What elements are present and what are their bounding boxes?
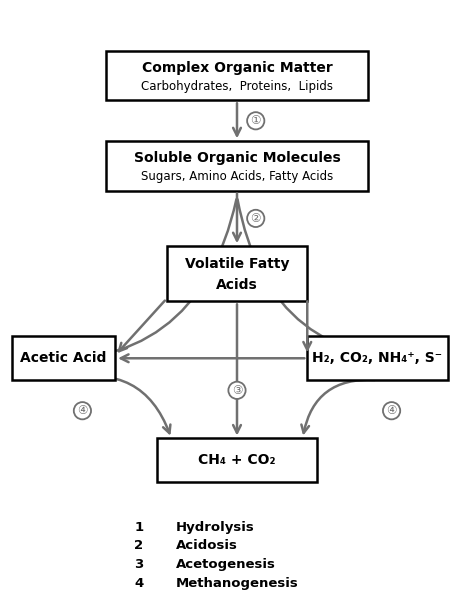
Text: Hydrolysis: Hydrolysis — [176, 521, 255, 534]
FancyArrowPatch shape — [303, 301, 311, 350]
Text: Carbohydrates,  Proteins,  Lipids: Carbohydrates, Proteins, Lipids — [141, 80, 333, 93]
FancyArrowPatch shape — [119, 301, 165, 351]
Text: Acidosis: Acidosis — [176, 540, 238, 553]
Text: Volatile Fatty: Volatile Fatty — [185, 257, 289, 272]
Text: 1: 1 — [134, 521, 143, 534]
Text: Complex Organic Matter: Complex Organic Matter — [142, 60, 332, 75]
FancyBboxPatch shape — [167, 246, 307, 301]
Text: 3: 3 — [134, 558, 143, 571]
FancyBboxPatch shape — [106, 141, 368, 191]
FancyBboxPatch shape — [106, 51, 368, 100]
Text: H₂, CO₂, NH₄⁺, S⁻: H₂, CO₂, NH₄⁺, S⁻ — [312, 351, 443, 365]
FancyArrowPatch shape — [20, 199, 237, 364]
FancyBboxPatch shape — [12, 336, 115, 380]
Text: 4: 4 — [134, 577, 143, 589]
Text: ①: ① — [250, 114, 261, 127]
FancyBboxPatch shape — [307, 336, 448, 380]
Text: Methanogenesis: Methanogenesis — [176, 577, 299, 589]
Text: ④: ④ — [77, 404, 88, 417]
FancyBboxPatch shape — [157, 438, 317, 482]
FancyArrowPatch shape — [66, 376, 170, 433]
Text: 2: 2 — [134, 540, 143, 553]
Text: Acetogenesis: Acetogenesis — [176, 558, 276, 571]
Text: Soluble Organic Molecules: Soluble Organic Molecules — [134, 151, 340, 165]
Text: CH₄ + CO₂: CH₄ + CO₂ — [198, 453, 276, 467]
FancyArrowPatch shape — [237, 199, 440, 363]
Text: ②: ② — [250, 212, 261, 225]
Text: ④: ④ — [386, 404, 397, 417]
Text: Sugars, Amino Acids, Fatty Acids: Sugars, Amino Acids, Fatty Acids — [141, 170, 333, 183]
Text: ③: ③ — [232, 384, 242, 397]
Text: Acetic Acid: Acetic Acid — [20, 351, 107, 365]
FancyArrowPatch shape — [301, 380, 375, 433]
Text: Acids: Acids — [216, 278, 258, 292]
